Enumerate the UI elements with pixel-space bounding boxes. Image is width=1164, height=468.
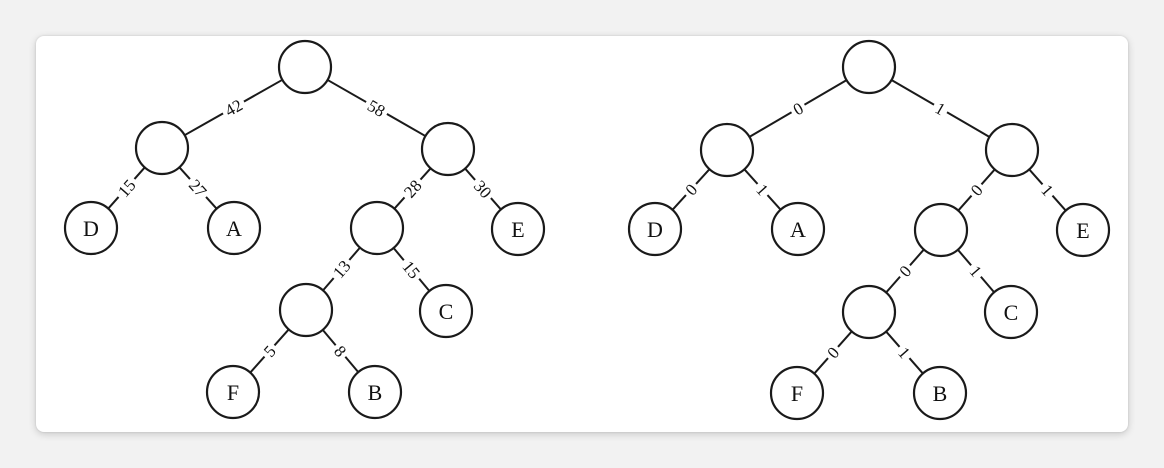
node-circle xyxy=(841,284,897,340)
node-circle xyxy=(1055,202,1111,258)
edge-label-backing xyxy=(218,93,249,122)
leaf-node-d: D xyxy=(63,200,119,256)
edge-label-backing xyxy=(326,254,357,284)
node-circle xyxy=(770,201,826,257)
node-label: F xyxy=(227,380,239,405)
internal-node xyxy=(841,39,897,95)
leaf-node-e: E xyxy=(1055,202,1111,258)
edge-label-backing xyxy=(183,173,213,203)
edge-label-backing xyxy=(964,259,988,283)
node-circle xyxy=(63,200,119,256)
node-circle xyxy=(490,201,546,257)
edge-label-backing xyxy=(750,177,775,202)
edge-weight-label-group: 1 xyxy=(964,259,988,283)
binary-code-tree: 0 1 0 1 0 1 0 1 0 1 D A E C F B xyxy=(627,39,1111,421)
node-circle xyxy=(983,284,1039,340)
edge-label-backing xyxy=(1035,178,1060,202)
node-circle xyxy=(912,365,968,421)
diagram-card: 42 58 15 27 28 30 13 15 5 8 D A E C F B 0 1 0 1 0 1 0 1 0 1 D A E C F B xyxy=(36,36,1128,432)
edge-label-backing xyxy=(361,94,392,122)
edge-weight-label-group: 1 xyxy=(929,96,952,121)
leaf-node-c: C xyxy=(983,284,1039,340)
node-label: F xyxy=(791,381,803,406)
edge-label-backing xyxy=(964,178,989,202)
edge-weight-label-group: 0 xyxy=(893,259,917,283)
edge-label-backing xyxy=(821,340,845,365)
internal-node xyxy=(913,202,969,258)
node-label: E xyxy=(1076,218,1089,243)
edge-label-backing xyxy=(396,254,427,285)
node-circle xyxy=(627,201,683,257)
edge-label-backing xyxy=(468,174,498,204)
edge-label-backing xyxy=(257,339,282,363)
edge-weight-label-group: 0 xyxy=(786,96,810,121)
node-label: B xyxy=(368,380,383,405)
internal-node xyxy=(134,120,190,176)
edge-weight-label-group: 5 xyxy=(257,339,282,363)
edge-label-backing xyxy=(786,96,810,121)
edge-weight-label-group: 8 xyxy=(328,339,353,363)
node-circle xyxy=(699,122,755,178)
node-label: D xyxy=(83,216,99,241)
node-circle xyxy=(134,120,190,176)
leaf-node-b: B xyxy=(912,365,968,421)
edge-weight-label-group: 1 xyxy=(750,177,775,202)
leaf-node-d: D xyxy=(627,201,683,257)
node-label: D xyxy=(647,217,663,242)
edge-label-backing xyxy=(397,173,428,204)
leaf-node-b: B xyxy=(347,364,403,420)
node-label: C xyxy=(439,299,454,324)
edge-label-backing xyxy=(893,259,917,283)
node-circle xyxy=(984,122,1040,178)
edge-weight-label-group: 30 xyxy=(468,174,498,204)
internal-node xyxy=(699,122,755,178)
node-label: C xyxy=(1004,300,1019,325)
edge-label-backing xyxy=(111,173,142,203)
internal-node xyxy=(278,282,334,338)
edge-weight-label-group: 1 xyxy=(1035,178,1060,202)
node-circle xyxy=(277,39,333,95)
edge-weight-label-group: 42 xyxy=(218,93,249,122)
node-circle xyxy=(769,365,825,421)
node-circle xyxy=(420,121,476,177)
node-label: A xyxy=(226,216,242,241)
edge-weight-label-group: 0 xyxy=(821,340,845,365)
node-label: B xyxy=(933,381,948,406)
edge-label-backing xyxy=(328,339,353,363)
node-label: A xyxy=(790,217,806,242)
internal-node xyxy=(841,284,897,340)
leaf-node-e: E xyxy=(490,201,546,257)
node-circle xyxy=(278,282,334,338)
internal-node xyxy=(420,121,476,177)
edge-weight-label-group: 1 xyxy=(892,340,917,365)
edge-weight-label-group: 0 xyxy=(964,178,989,202)
node-circle xyxy=(418,283,474,339)
internal-node xyxy=(984,122,1040,178)
internal-node xyxy=(277,39,333,95)
node-circle xyxy=(841,39,897,95)
edge-label-backing xyxy=(679,177,703,202)
node-circle xyxy=(205,364,261,420)
edge-label-backing xyxy=(892,340,917,365)
leaf-node-c: C xyxy=(418,283,474,339)
node-circle xyxy=(913,202,969,258)
leaf-node-f: F xyxy=(769,365,825,421)
node-circle xyxy=(349,200,405,256)
edge-weight-label-group: 58 xyxy=(361,94,392,122)
node-circle xyxy=(347,364,403,420)
internal-node xyxy=(349,200,405,256)
leaf-node-f: F xyxy=(205,364,261,420)
node-label: E xyxy=(511,217,524,242)
edge-label-backing xyxy=(929,96,952,121)
edge-weight-label-group: 0 xyxy=(679,177,703,202)
leaf-node-a: A xyxy=(770,201,826,257)
node-circle xyxy=(206,200,262,256)
leaf-node-a: A xyxy=(206,200,262,256)
